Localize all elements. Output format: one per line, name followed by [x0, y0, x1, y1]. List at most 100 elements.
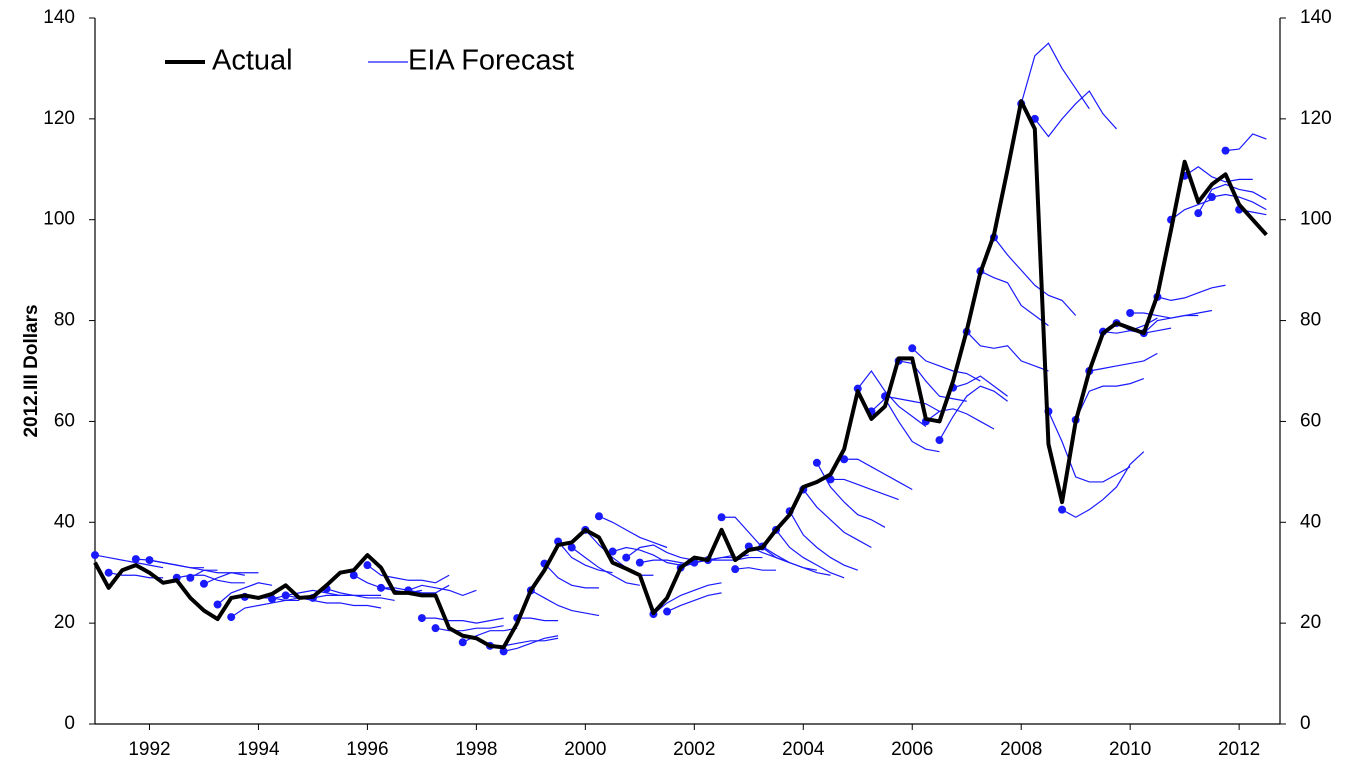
forecast-start-dot: [1221, 146, 1230, 155]
forecast-line: [503, 635, 559, 652]
forecast-line: [584, 529, 654, 576]
forecast-start-dot: [717, 513, 726, 522]
x-tick-label: 2002: [673, 739, 715, 760]
forecast-line: [598, 515, 668, 549]
forecast-start-dot: [1126, 309, 1135, 318]
forecast-start-dot: [458, 638, 467, 647]
y2-tick-label: 20: [1300, 612, 1321, 633]
forecast-line: [149, 559, 218, 571]
forecast-line: [217, 582, 273, 605]
forecast-start-dot: [853, 384, 862, 393]
y-tick-label: 60: [54, 410, 75, 431]
forecast-line: [830, 478, 899, 501]
forecast-start-dot: [213, 600, 222, 609]
x-tick-label: 2008: [1000, 739, 1042, 760]
forecast-line: [898, 360, 967, 402]
forecast-start-dot: [145, 556, 154, 565]
forecast-line: [517, 617, 559, 622]
x-tick-label: 2000: [564, 739, 606, 760]
forecast-line: [1211, 193, 1267, 211]
forecast-start-dot: [567, 543, 576, 552]
forecast-start-dot: [199, 579, 208, 588]
forecast-line: [884, 395, 940, 412]
forecast-line: [312, 594, 382, 599]
forecast-line: [1075, 378, 1145, 421]
forecast-line: [857, 369, 927, 427]
forecast-start-dot: [363, 561, 372, 570]
y-tick-label: 40: [54, 511, 75, 532]
forecast-line: [1020, 42, 1090, 110]
forecast-line: [802, 489, 872, 549]
forecast-line: [925, 408, 995, 430]
forecast-start-dot: [608, 547, 617, 556]
forecast-start-dot: [731, 565, 740, 574]
x-tick-label: 2012: [1218, 739, 1260, 760]
forecast-line: [612, 546, 681, 566]
forecast-start-dot: [349, 571, 358, 580]
y2-tick-label: 100: [1300, 209, 1332, 230]
forecast-line: [1157, 284, 1226, 302]
forecast-line: [966, 331, 1049, 372]
forecast-start-dot: [1058, 505, 1067, 514]
forecast-start-dot: [635, 558, 644, 567]
forecast-start-dot: [935, 436, 944, 445]
forecast-line: [775, 529, 845, 579]
forecast-line: [1034, 90, 1117, 138]
forecast-line: [952, 375, 1008, 397]
y2-tick-label: 60: [1300, 410, 1321, 431]
forecast-start-dot: [840, 455, 849, 464]
forecast-line: [1061, 451, 1145, 518]
forecast-start-dot: [131, 555, 140, 564]
y-tick-label: 100: [43, 209, 75, 230]
forecast-line: [421, 617, 504, 624]
forecast-line: [1225, 133, 1267, 152]
forecast-line: [190, 569, 245, 579]
forecast-line: [557, 541, 613, 574]
x-tick-label: 2004: [782, 739, 825, 760]
legend-label: Actual: [212, 45, 293, 77]
forecast-line: [870, 397, 940, 453]
forecast-start-dot: [431, 624, 440, 633]
forecast-start-dot: [1194, 209, 1203, 218]
y-tick-label: 120: [43, 108, 75, 129]
y-tick-label: 0: [64, 713, 75, 734]
forecast-line: [816, 462, 886, 528]
x-tick-label: 1996: [346, 739, 388, 760]
forecast-line: [1089, 352, 1158, 372]
forecast-line: [789, 510, 858, 571]
y-axis-label: 2012.III Dollars: [21, 304, 42, 437]
forecast-line: [490, 637, 559, 647]
forecast-start-dot: [417, 614, 426, 623]
y2-tick-label: 80: [1300, 310, 1321, 331]
forecast-line: [544, 563, 599, 589]
forecast-line: [993, 236, 1077, 316]
forecast-start-dot: [377, 583, 386, 592]
forecast-start-dot: [281, 591, 290, 600]
forecast-line: [762, 545, 831, 576]
y-tick-label: 20: [54, 612, 75, 633]
forecast-line: [94, 554, 164, 569]
forecast-start-dot: [227, 613, 236, 622]
y2-tick-label: 140: [1300, 7, 1332, 28]
forecast-start-dot: [908, 344, 917, 353]
forecast-start-dot: [499, 647, 508, 656]
forecast-line: [435, 625, 504, 632]
forecast-start-dot: [91, 551, 99, 560]
y2-tick-label: 40: [1300, 511, 1321, 532]
x-tick-label: 1998: [455, 739, 497, 760]
forecast-start-dot: [622, 553, 631, 562]
y-tick-label: 140: [43, 7, 75, 28]
forecast-start-dot: [1207, 193, 1216, 202]
forecast-start-dot: [186, 573, 195, 582]
forecast-line: [530, 589, 600, 617]
y2-tick-label: 0: [1300, 713, 1311, 734]
forecast-start-dot: [812, 458, 821, 467]
y-tick-label: 80: [54, 310, 75, 331]
forecast-line: [408, 584, 477, 597]
x-tick-label: 1994: [237, 739, 280, 760]
x-tick-label: 2010: [1109, 739, 1151, 760]
forecast-start-dot: [663, 607, 672, 616]
actual-line: [93, 99, 1268, 650]
legend-label: EIA Forecast: [408, 45, 574, 77]
